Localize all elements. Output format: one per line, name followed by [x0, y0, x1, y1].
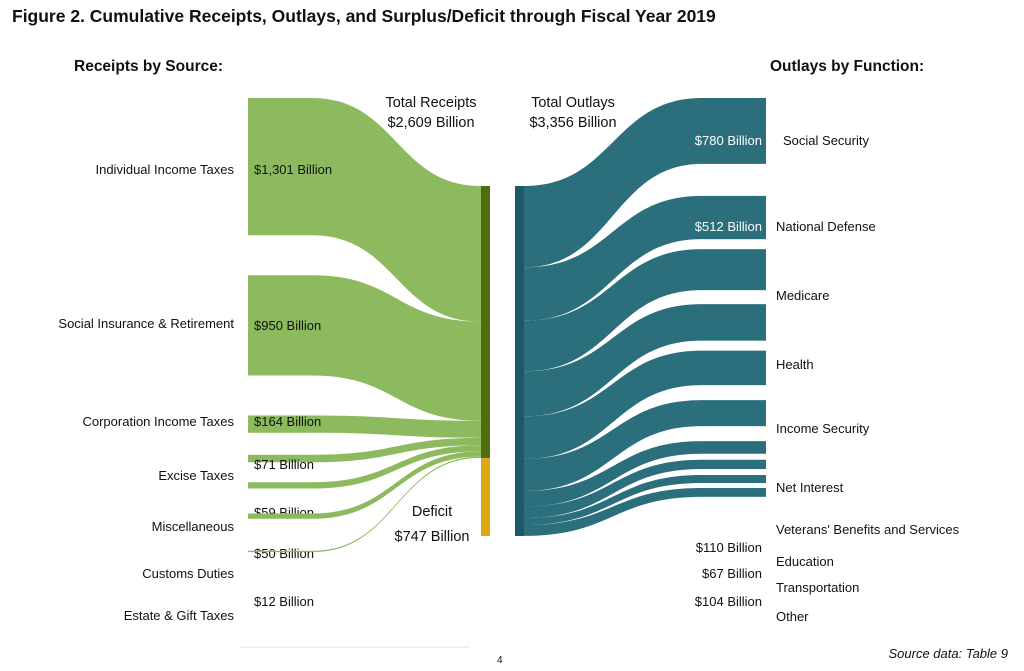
deficit-title: Deficit: [411, 504, 453, 520]
receipt-label-corporation-income-taxes: Corporation Income Taxes: [82, 414, 234, 429]
page-number: 4: [497, 655, 503, 666]
outlay-flow-income-security: [524, 350, 702, 459]
receipt-node-miscellaneous: [248, 482, 312, 489]
receipt-value-excise-taxes: $71 Billion: [254, 457, 314, 472]
outlay-value-education: $110 Billion: [696, 540, 762, 555]
receipt-node-social-insurance-retirement: [248, 275, 312, 376]
outlay-label-education: Education: [776, 554, 834, 569]
outlay-flow-health: [524, 304, 702, 417]
source-note: Source data: Table 9: [888, 646, 1009, 661]
outlay-node-veterans-benefits-and-services: [702, 441, 766, 454]
outlay-value-veterans-benefits-and-services: $149 Billion: [695, 521, 762, 536]
outlay-label-health: Health: [776, 357, 814, 372]
total-outlays-title: Total Outlays: [531, 95, 615, 111]
receipts-bar: [481, 186, 490, 459]
receipt-flow-estate-gift-taxes: [312, 456, 481, 553]
outlay-flow-education: [524, 459, 702, 519]
receipt-flow-customs-duties: [312, 451, 481, 519]
outlay-value-other: $104 Billion: [695, 594, 762, 609]
outlay-node-health: [702, 304, 766, 341]
outlay-node-transportation: [702, 475, 766, 484]
receipt-node-estate-gift-taxes: [248, 550, 312, 553]
receipt-label-miscellaneous: Miscellaneous: [152, 519, 235, 534]
outlay-node-income-security: [702, 350, 766, 386]
receipts-heading: Receipts by Source:: [74, 58, 224, 75]
outlay-value-national-defense: $512 Billion: [695, 219, 762, 234]
outlay-value-transportation: $67 Billion: [702, 566, 762, 581]
receipt-label-customs-duties: Customs Duties: [142, 566, 234, 581]
receipt-label-social-insurance-retirement: Social Insurance & Retirement: [58, 316, 234, 331]
outlays-heading: Outlays by Function:: [770, 58, 925, 75]
outlay-node-other: [702, 488, 766, 497]
receipt-flow-social-insurance-retirement: [312, 275, 481, 421]
receipt-node-individual-income-taxes: [248, 98, 312, 236]
outlay-label-other: Other: [776, 609, 809, 624]
outlay-label-transportation: Transportation: [776, 580, 859, 595]
total-receipts-value: $2,609 Billion: [387, 115, 475, 131]
deficit-label: Deficit $747 Billion: [372, 500, 492, 550]
outlay-label-national-defense: National Defense: [776, 219, 876, 234]
total-receipts-label: Total Receipts $2,609 Billion: [366, 93, 496, 133]
outlay-label-social-security: Social Security: [783, 133, 869, 148]
outlay-value-medicare: $485 Billion: [695, 288, 762, 303]
outlay-flow-medicare: [524, 249, 702, 372]
outlay-value-social-security: $780 Billion: [695, 133, 762, 148]
receipt-value-customs-duties: $50 Billion: [254, 546, 314, 561]
outlay-flow-transportation: [524, 475, 702, 526]
receipt-node-customs-duties: [248, 513, 312, 519]
receipt-node-excise-taxes: [248, 454, 312, 463]
outlay-node-medicare: [702, 249, 766, 291]
outlay-flow-other: [524, 488, 702, 536]
outlay-label-medicare: Medicare: [776, 288, 829, 303]
outlay-node-national-defense: [702, 195, 766, 240]
receipt-flow-miscellaneous: [312, 445, 481, 489]
receipt-value-corporation-income-taxes: $164 Billion: [254, 414, 321, 429]
outlays-bar: [515, 186, 524, 536]
receipt-flow-excise-taxes: [312, 437, 481, 463]
total-receipts-title: Total Receipts: [385, 95, 477, 111]
outlay-node-social-security: [702, 98, 766, 164]
deficit-value: $747 Billion: [394, 529, 470, 545]
receipt-node-corporation-income-taxes: [248, 415, 312, 433]
outlay-label-net-interest: Net Interest: [776, 480, 844, 495]
receipt-label-excise-taxes: Excise Taxes: [158, 468, 234, 483]
outlay-flow-social-security: [524, 98, 702, 268]
receipt-value-individual-income-taxes: $1,301 Billion: [254, 162, 332, 177]
total-outlays-value: $3,356 Billion: [529, 115, 617, 131]
receipt-label-estate-gift-taxes: Estate & Gift Taxes: [124, 608, 235, 623]
receipt-value-social-insurance-retirement: $950 Billion: [254, 318, 321, 333]
outlay-flow-national-defense: [524, 195, 702, 321]
outlay-label-veterans-benefits-and-services: Veterans' Benefits and Services: [776, 522, 960, 537]
receipt-flow-individual-income-taxes: [312, 98, 481, 322]
outlay-node-net-interest: [702, 400, 766, 427]
outlay-flow-net-interest: [524, 400, 702, 492]
receipt-flow-corporation-income-taxes: [312, 415, 481, 438]
outlay-flow-veterans-benefits-and-services: [524, 441, 702, 507]
chart-title: Figure 2. Cumulative Receipts, Outlays, …: [12, 6, 716, 26]
receipt-label-individual-income-taxes: Individual Income Taxes: [95, 162, 234, 177]
outlay-label-income-security: Income Security: [776, 421, 870, 436]
deficit-bar: [481, 458, 490, 536]
receipt-value-estate-gift-taxes: $12 Billion: [254, 594, 314, 609]
total-outlays-label: Total Outlays $3,356 Billion: [508, 93, 638, 133]
outlay-node-education: [702, 459, 766, 470]
